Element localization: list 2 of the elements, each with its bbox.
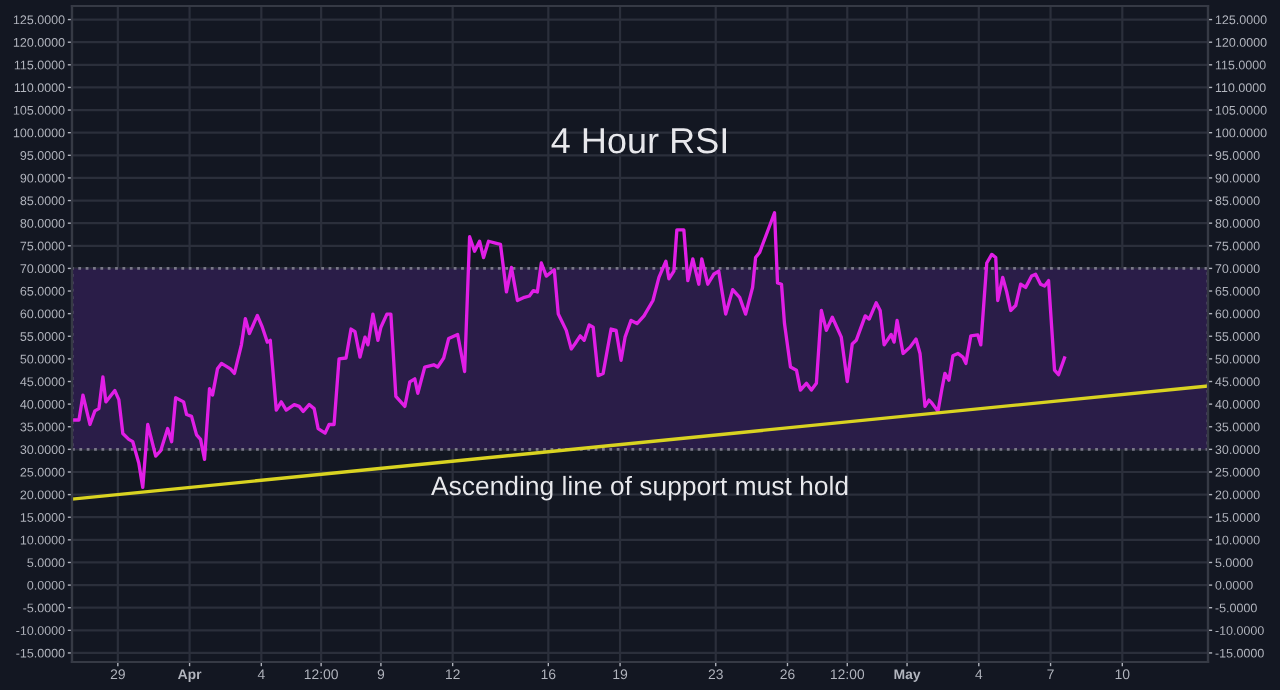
text: 4 Hour RSI xyxy=(551,127,726,154)
annotation: Ascending line of support must hold xyxy=(431,475,848,501)
